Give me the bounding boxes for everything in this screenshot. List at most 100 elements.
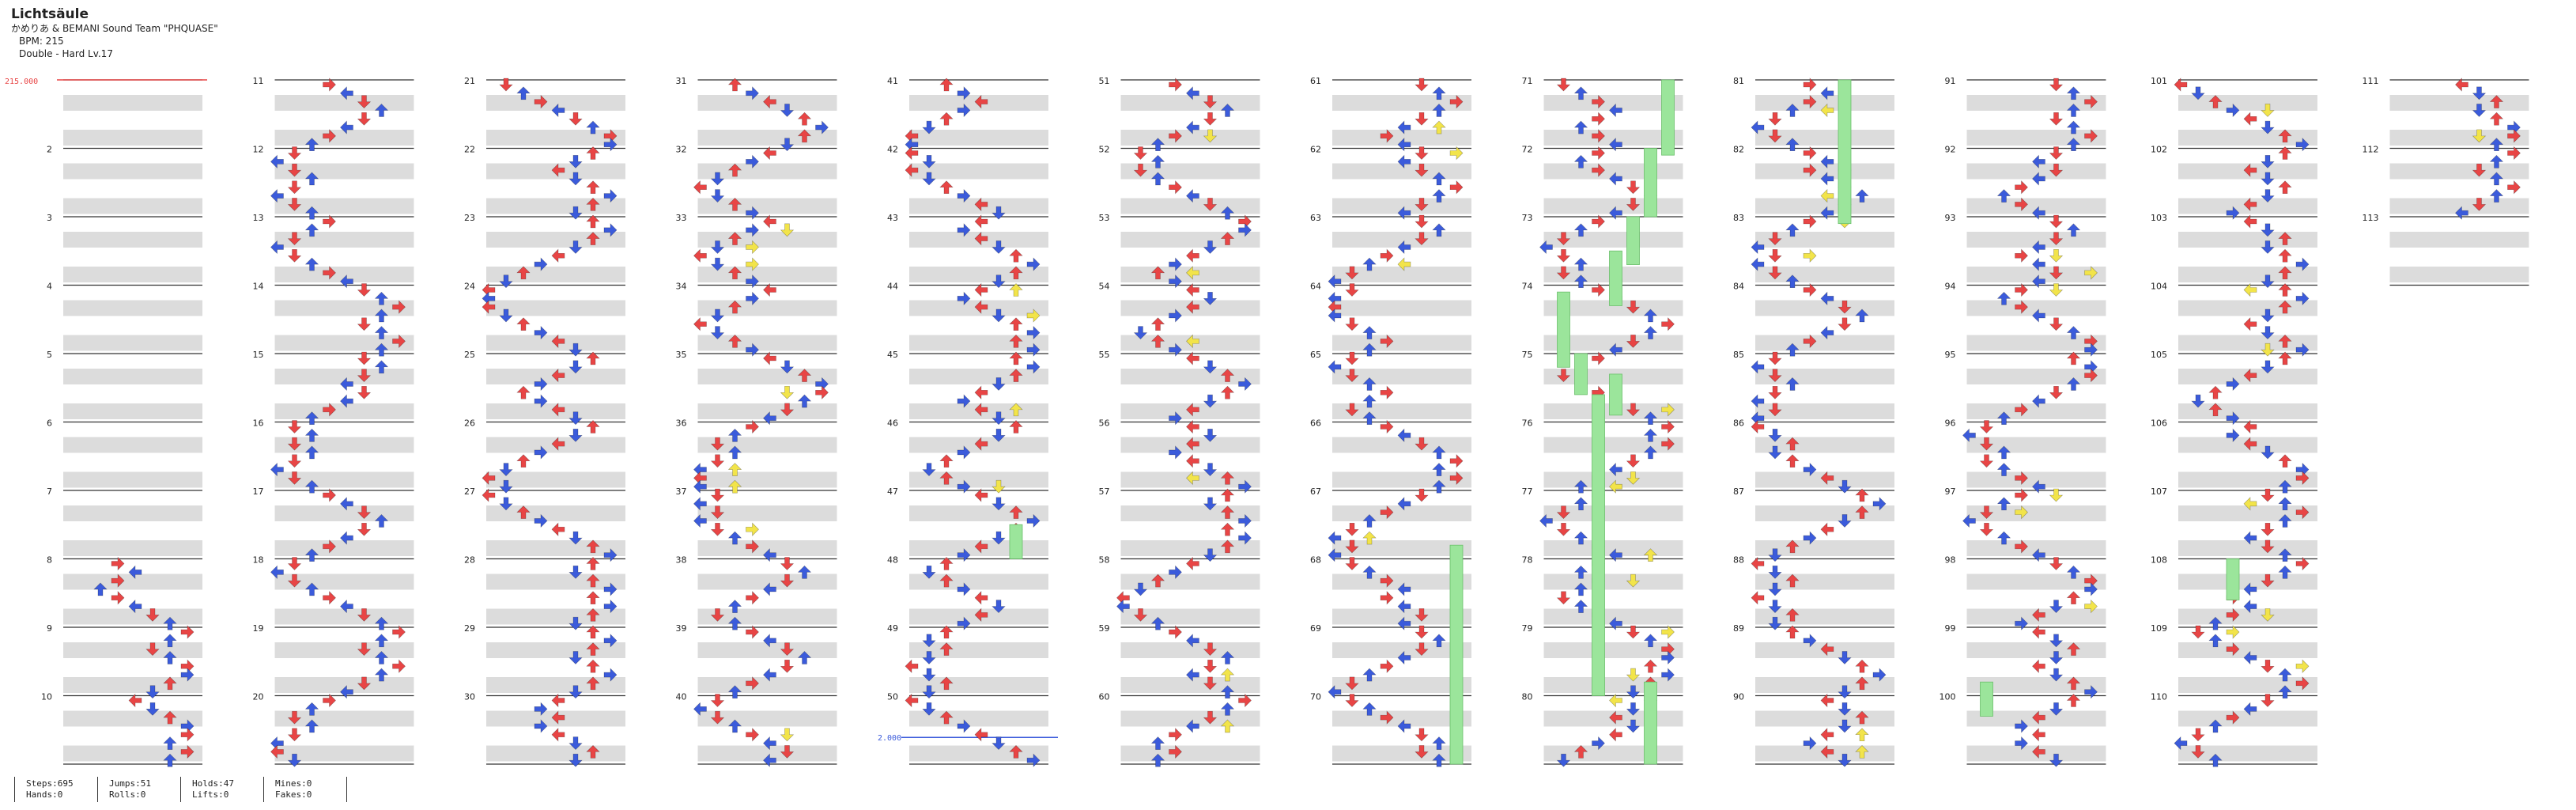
arrow-note xyxy=(1380,659,1394,673)
arrow-note xyxy=(763,411,776,426)
arrow-note xyxy=(270,154,284,169)
arrow-note xyxy=(586,608,600,622)
beat-band xyxy=(486,300,625,316)
arrow-note xyxy=(1150,266,1165,280)
arrow-note xyxy=(304,257,319,271)
arrow-note xyxy=(2066,223,2081,237)
arrow-note xyxy=(1009,317,1023,331)
arrow-note xyxy=(1592,282,1605,297)
arrow-note xyxy=(780,557,795,570)
beat-band xyxy=(63,608,202,625)
beat-band xyxy=(274,608,414,625)
arrow-note xyxy=(1150,753,1165,767)
beat-band xyxy=(697,677,837,693)
measure-number: 15 xyxy=(253,350,264,360)
arrow-note xyxy=(957,719,971,733)
arrow-note xyxy=(1415,608,1429,622)
arrow-note xyxy=(499,479,513,494)
arrow-note xyxy=(1855,710,1869,725)
arrow-note xyxy=(1661,419,1675,434)
arrow-note xyxy=(1397,719,1411,733)
arrow-note xyxy=(128,693,142,708)
arrow-note xyxy=(2243,368,2257,383)
arrow-note xyxy=(568,172,583,186)
arrow-note xyxy=(1432,736,1446,750)
arrow-note xyxy=(1186,266,1199,280)
measure-number: 10 xyxy=(41,692,52,702)
arrow-note xyxy=(304,582,319,596)
arrow-note xyxy=(1362,565,1377,579)
arrow-note xyxy=(1186,556,1199,571)
arrow-note xyxy=(1803,214,1817,229)
arrow-note xyxy=(2066,104,2081,117)
arrow-note xyxy=(2066,694,2081,707)
arrow-note xyxy=(2278,548,2292,562)
beat-band xyxy=(486,471,625,488)
measure-number: 102 xyxy=(2151,145,2167,155)
arrow-note xyxy=(1643,411,1658,425)
arrow-note xyxy=(374,291,389,305)
arrow-note xyxy=(1203,394,1218,408)
measure-number: 42 xyxy=(887,145,898,155)
beat-band xyxy=(1755,677,1894,693)
arrow-note xyxy=(1573,86,1588,100)
measure-number: 77 xyxy=(1522,486,1533,497)
arrow-note xyxy=(1238,693,1252,708)
measure-number: 100 xyxy=(1940,692,1956,702)
arrow-note xyxy=(2015,282,2028,297)
arrow-note xyxy=(939,557,954,570)
arrow-note xyxy=(1449,94,1464,109)
arrow-note xyxy=(516,505,531,519)
arrow-note xyxy=(2489,172,2504,186)
arrow-note xyxy=(287,198,302,211)
arrow-note xyxy=(1345,676,1359,691)
beat-band xyxy=(63,505,202,521)
beat-band xyxy=(1120,745,1260,762)
arrow-note xyxy=(2489,95,2504,108)
arrow-note xyxy=(1751,240,1765,255)
arrow-note xyxy=(568,531,583,545)
arrow-note xyxy=(1573,497,1588,511)
arrow-note xyxy=(2049,600,2064,613)
measure-number: 110 xyxy=(2151,692,2167,702)
arrow-note xyxy=(2084,94,2098,109)
arrow-note xyxy=(586,120,600,134)
hold-body xyxy=(1592,394,1605,696)
arrow-note xyxy=(1609,462,1622,477)
arrow-note xyxy=(2472,104,2487,117)
arrow-note xyxy=(374,651,389,664)
arrow-note xyxy=(1169,129,1182,143)
arrow-note xyxy=(746,86,759,100)
arrow-note xyxy=(746,728,759,742)
arrow-note xyxy=(1009,403,1023,417)
hold-body xyxy=(1609,250,1622,306)
arrow-note xyxy=(2261,189,2275,202)
arrow-note xyxy=(1609,616,1622,630)
stat-rolls: Rolls:0 xyxy=(109,789,146,800)
arrow-note xyxy=(1169,728,1182,742)
arrow-note xyxy=(1186,351,1199,365)
arrow-note xyxy=(1820,154,1834,169)
hold-body xyxy=(1574,353,1588,396)
arrow-note xyxy=(357,385,372,399)
arrow-note xyxy=(2032,308,2045,323)
arrow-note xyxy=(586,557,600,570)
arrow-note xyxy=(1432,463,1446,476)
arrow-note xyxy=(145,642,160,657)
arrow-note xyxy=(710,488,725,502)
measure-number: 72 xyxy=(1522,145,1533,155)
arrow-note xyxy=(1203,429,1218,442)
arrow-note xyxy=(1838,300,1852,314)
arrow-note xyxy=(991,377,1006,391)
arrow-note xyxy=(1186,719,1199,733)
arrow-note xyxy=(2084,599,2098,614)
arrow-note xyxy=(1626,719,1641,733)
arrow-note xyxy=(939,112,954,126)
arrow-note xyxy=(2295,676,2310,691)
arrow-note xyxy=(693,702,707,717)
arrow-note xyxy=(1751,257,1765,271)
measure-number: 79 xyxy=(1522,623,1533,634)
arrow-note xyxy=(499,274,513,289)
arrow-note xyxy=(1150,573,1165,588)
arrow-note xyxy=(1415,232,1429,246)
